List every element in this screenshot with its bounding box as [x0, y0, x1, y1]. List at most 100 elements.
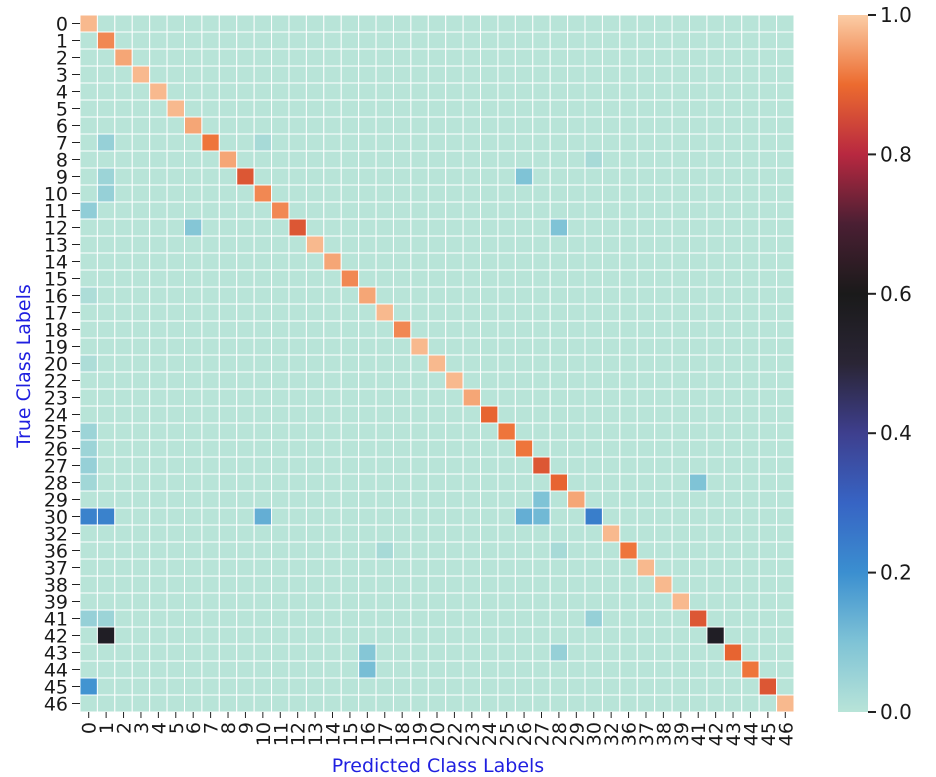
heatmap-cell-22-36: [619, 371, 638, 390]
heatmap-cell-42-39: [671, 626, 691, 645]
x-tick-label: 23: [462, 722, 484, 746]
x-tick-label: 41: [688, 722, 710, 746]
heatmap-cell-29-11: [271, 490, 290, 509]
heatmap-cell-6-36: [619, 116, 638, 135]
heatmap-cell-32-12: [288, 524, 307, 543]
heatmap-cell-1-26: [514, 31, 534, 50]
heatmap-cell-13-16: [358, 235, 377, 254]
heatmap-cell-5-12: [288, 99, 307, 118]
heatmap-cell-8-28: [549, 150, 569, 169]
heatmap-cell-5-41: [689, 99, 708, 118]
x-tick-label: 37: [636, 722, 658, 746]
heatmap-cell-14-13: [305, 252, 325, 271]
heatmap-cell-11-30: [584, 201, 603, 220]
heatmap-cell-17-19: [410, 303, 429, 322]
heatmap-cell-25-39: [671, 422, 691, 441]
heatmap-cell-39-44: [741, 592, 760, 611]
heatmap-cell-36-41: [689, 541, 708, 560]
heatmap-cell-28-7: [201, 473, 220, 492]
heatmap-cell-1-45: [758, 31, 778, 50]
heatmap-cell-29-1: [96, 490, 116, 509]
heatmap-cell-22-16: [358, 371, 377, 390]
heatmap-cell-3-11: [271, 65, 290, 84]
heatmap-cell-8-26: [514, 150, 534, 169]
heatmap-cell-20-25: [497, 354, 516, 373]
heatmap-cell-28-29: [567, 473, 586, 492]
heatmap-cell-45-37: [636, 677, 656, 696]
heatmap-cell-15-30: [584, 269, 603, 288]
heatmap-cell-45-0: [79, 677, 98, 696]
heatmap-cell-42-14: [323, 626, 342, 645]
heatmap-cell-19-36: [619, 337, 638, 356]
heatmap-cell-9-42: [706, 167, 725, 186]
heatmap-cell-4-30: [584, 82, 603, 101]
heatmap-cell-45-18: [392, 677, 412, 696]
heatmap-cell-38-6: [183, 575, 203, 594]
heatmap-cell-22-32: [601, 371, 621, 390]
heatmap-cell-4-24: [480, 82, 499, 101]
heatmap-cell-19-42: [706, 337, 725, 356]
heatmap-cell-46-41: [689, 694, 708, 713]
heatmap-cell-2-1: [96, 48, 116, 67]
heatmap-cell-38-36: [619, 575, 638, 594]
heatmap-cell-15-11: [271, 269, 290, 288]
heatmap-cell-5-4: [149, 99, 168, 118]
heatmap-cell-9-29: [567, 167, 586, 186]
heatmap-cell-30-27: [532, 507, 551, 526]
heatmap-cell-24-9: [236, 405, 255, 424]
heatmap-cell-5-14: [323, 99, 342, 118]
heatmap-cell-19-38: [654, 337, 673, 356]
heatmap-cell-18-6: [183, 320, 203, 339]
heatmap-cell-37-19: [410, 558, 429, 577]
heatmap-cell-11-10: [253, 201, 273, 220]
heatmap-cell-3-37: [636, 65, 656, 84]
heatmap-cell-23-30: [584, 388, 603, 407]
heatmap-cell-38-19: [410, 575, 429, 594]
heatmap-cell-20-42: [706, 354, 725, 373]
heatmap-cell-38-9: [236, 575, 255, 594]
heatmap-cell-5-36: [619, 99, 638, 118]
heatmap-cell-9-5: [166, 167, 185, 186]
heatmap-cell-9-32: [601, 167, 621, 186]
heatmap-cell-3-15: [340, 65, 360, 84]
heatmap-cell-8-1: [96, 150, 116, 169]
heatmap-cell-15-43: [723, 269, 743, 288]
heatmap-cell-1-3: [131, 31, 151, 50]
heatmap-cell-15-1: [96, 269, 116, 288]
heatmap-cell-45-30: [584, 677, 603, 696]
heatmap-cell-44-14: [323, 660, 342, 679]
heatmap-cell-25-44: [741, 422, 760, 441]
heatmap-cell-23-18: [392, 388, 412, 407]
heatmap-cell-4-25: [497, 82, 516, 101]
heatmap-cell-25-32: [601, 422, 621, 441]
heatmap-cell-16-22: [445, 286, 464, 305]
heatmap-cell-14-37: [636, 252, 656, 271]
heatmap-cell-10-8: [218, 184, 238, 203]
heatmap-cell-23-20: [427, 388, 447, 407]
heatmap-cell-23-12: [288, 388, 307, 407]
heatmap-cell-7-20: [427, 133, 447, 152]
y-tick-label: 7: [56, 133, 68, 155]
heatmap-cell-20-45: [758, 354, 778, 373]
heatmap-cell-38-39: [671, 575, 691, 594]
heatmap-cell-14-28: [549, 252, 569, 271]
heatmap-cell-4-38: [654, 82, 673, 101]
heatmap-cell-39-3: [131, 592, 151, 611]
heatmap-cell-17-28: [549, 303, 569, 322]
heatmap-cell-28-26: [514, 473, 534, 492]
heatmap-cell-26-9: [236, 439, 255, 458]
heatmap-cell-41-14: [323, 609, 342, 628]
heatmap-cell-30-28: [549, 507, 569, 526]
heatmap-cell-12-19: [410, 218, 429, 237]
heatmap-cell-43-29: [567, 643, 586, 662]
heatmap-cell-28-32: [601, 473, 621, 492]
heatmap-cell-1-22: [445, 31, 464, 50]
y-tick-label: 11: [44, 201, 68, 223]
heatmap-cell-13-46: [776, 235, 795, 254]
heatmap-cell-3-0: [79, 65, 98, 84]
heatmap-cell-46-32: [601, 694, 621, 713]
heatmap-cell-14-0: [79, 252, 98, 271]
heatmap-cell-41-17: [375, 609, 394, 628]
heatmap-cell-12-24: [480, 218, 499, 237]
heatmap-cell-15-10: [253, 269, 273, 288]
